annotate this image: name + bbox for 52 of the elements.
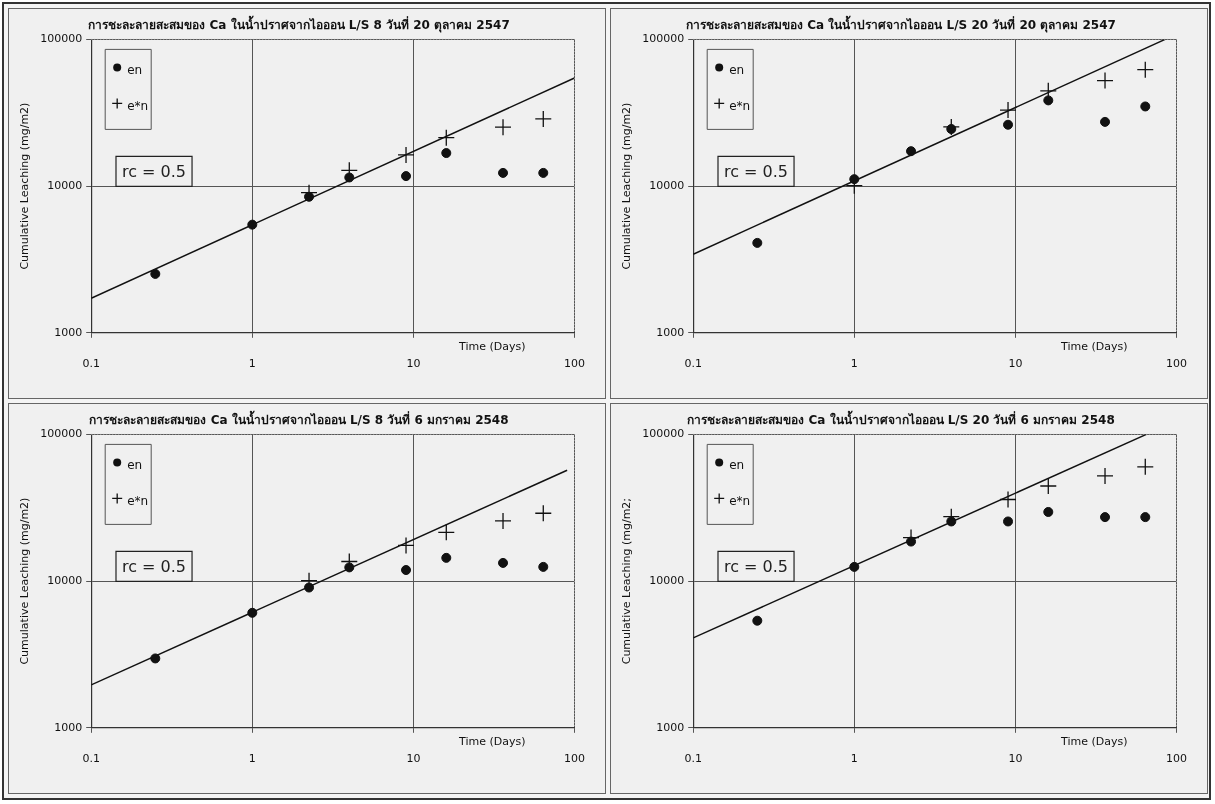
x-axis-title: Time (Days) [458,734,526,748]
y-axis-title: Cumulative Leaching (mg/m2; [620,497,634,665]
y-tick-label: 100000 [40,427,83,441]
annotation: rc = 0.5 [724,161,789,181]
legend-label: en [729,62,745,77]
x-tick-label: 1 [248,357,256,371]
y-tick-label: 1000 [656,325,685,339]
legend-label: en [127,457,143,472]
legend-label: e*n [127,98,149,113]
legend-label: en [127,62,143,77]
chart-title: การชะละลายสะสมของ Ca ในน้ำปราศจากไอออน L/S 8 วันที่ 20 ตุลาคม 2547 [88,15,510,34]
x-tick-label: 100 [1166,752,1187,766]
y-tick-label: 1000 [54,325,83,339]
x-tick-label: 0.1 [684,357,702,371]
x-tick-label: 100 [564,752,585,766]
y-tick-label: 10000 [47,573,83,587]
annotation: rc = 0.5 [122,556,187,576]
chart-title: การชะละลายสะสมของ Ca ในน้ำปราศจากไอออน L/S 8 วันที่ 6 มกราคม 2548 [89,410,509,428]
y-tick-label: 100000 [40,32,83,46]
x-tick-label: 0.1 [684,752,702,766]
chart-title: การชะละลายสะสมของ Ca ในน้ำปราศจากไอออน L/S 20 วันที่ 20 ตุลาคม 2547 [686,15,1116,34]
y-axis-title: Cumulative Leaching (mg/m2) [18,102,32,270]
y-tick-label: 10000 [649,573,685,587]
x-tick-label: 10 [1008,357,1023,371]
x-tick-label: 10 [406,357,421,371]
x-tick-label: 1 [850,357,858,371]
annotation: rc = 0.5 [122,161,187,181]
x-tick-label: 0.1 [82,752,100,766]
x-tick-label: 1 [248,752,256,766]
y-tick-label: 10000 [649,178,685,192]
annotation: rc = 0.5 [724,556,789,576]
x-tick-label: 10 [1008,752,1023,766]
legend-label: e*n [127,493,149,508]
legend-label: e*n [729,493,751,508]
x-axis-title: Time (Days) [1060,339,1128,353]
x-tick-label: 1 [850,752,858,766]
x-axis-title: Time (Days) [458,339,526,353]
y-tick-label: 1000 [656,720,685,734]
y-tick-label: 100000 [642,427,685,441]
y-tick-label: 1000 [54,720,83,734]
y-tick-label: 100000 [642,32,685,46]
x-tick-label: 100 [1166,357,1187,371]
legend-label: e*n [729,98,751,113]
y-tick-label: 10000 [47,178,83,192]
x-axis-title: Time (Days) [1060,734,1128,748]
x-tick-label: 10 [406,752,421,766]
x-tick-label: 0.1 [82,357,100,371]
legend-label: en [729,457,745,472]
x-tick-label: 100 [564,357,585,371]
y-axis-title: Cumulative Leaching (mg/m2) [620,102,634,270]
y-axis-title: Cumulative Leaching (mg/m2) [18,497,32,665]
chart-title: การชะละลายสะสมของ Ca ในน้ำปราศจากไอออน L/S 20 วันที่ 6 มกราคม 2548 [687,410,1115,428]
